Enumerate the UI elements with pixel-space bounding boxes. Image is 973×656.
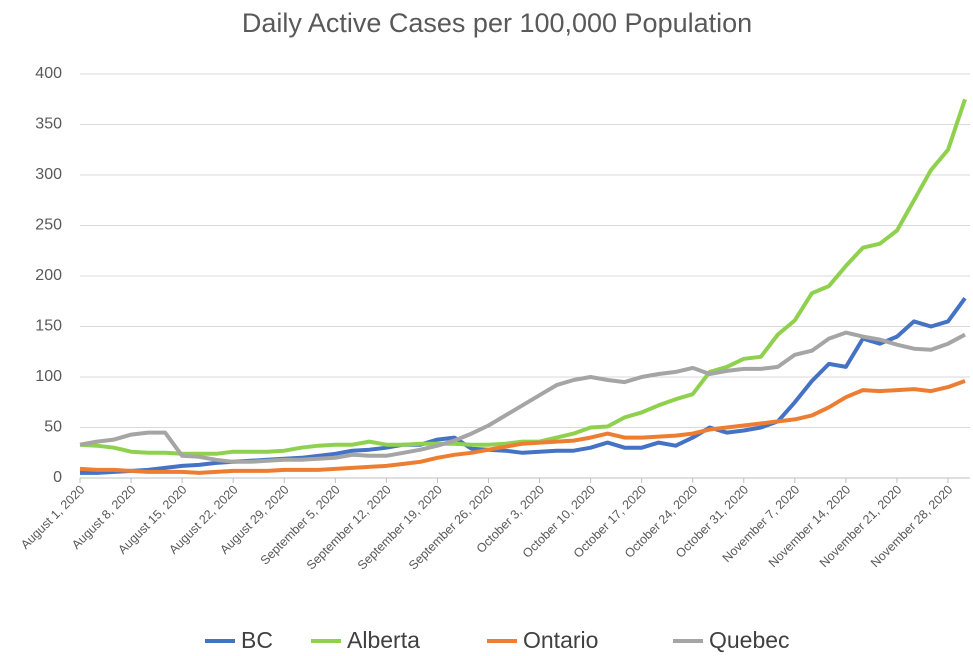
series-line [79,379,966,475]
y-tick-label: 250 [35,217,62,234]
legend-label: BC [241,627,273,653]
y-tick-label: 300 [35,166,62,183]
y-tick-label: 100 [35,368,62,385]
x-tick-label: September 12, 2020 [304,483,394,573]
series-line [80,297,967,475]
legend-label: Ontario [523,627,598,653]
x-tick-label: September 26, 2020 [406,483,496,573]
y-tick-label: 0 [53,469,62,486]
legend-label: Quebec [709,627,790,653]
series-line [79,98,967,456]
chart-title: Daily Active Cases per 100,000 Populatio… [242,8,752,38]
y-tick-label: 400 [35,65,62,82]
y-tick-label: 150 [35,318,62,335]
x-tick-label: September 19, 2020 [355,483,445,573]
y-tick-label: 200 [35,267,62,284]
legend-label: Alberta [347,627,420,653]
y-tick-label: 50 [44,419,62,436]
y-tick-label: 350 [35,116,62,133]
series-line [79,330,966,464]
